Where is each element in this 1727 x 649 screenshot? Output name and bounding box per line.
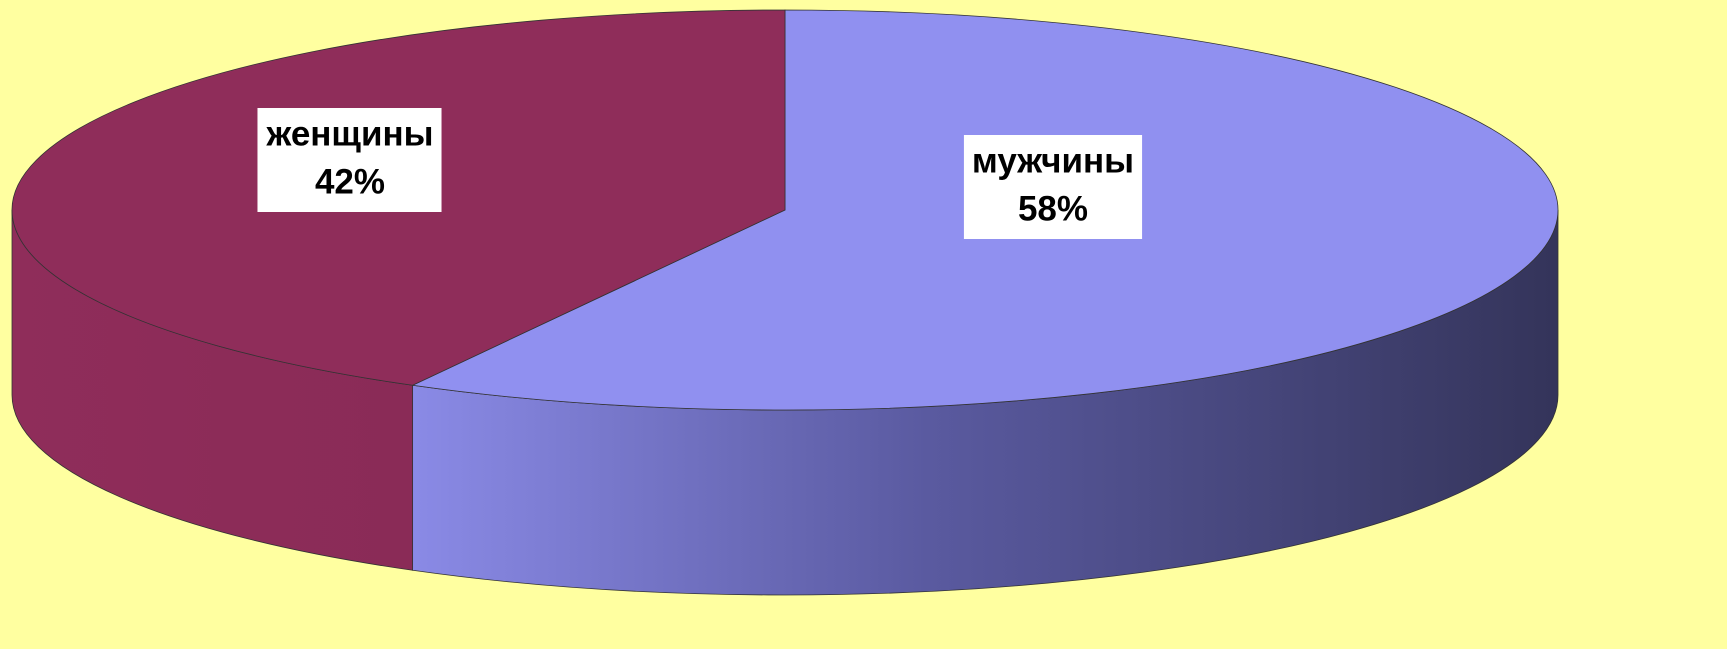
label-value: 58% [1018, 189, 1088, 228]
label-value: 42% [315, 162, 385, 201]
label-box [257, 108, 442, 212]
data-label: мужчины 58% [963, 135, 1143, 239]
data-label: женщины 42% [257, 108, 442, 212]
label-box [963, 135, 1143, 239]
label-category: мужчины [972, 141, 1134, 180]
label-category: женщины [265, 114, 433, 153]
